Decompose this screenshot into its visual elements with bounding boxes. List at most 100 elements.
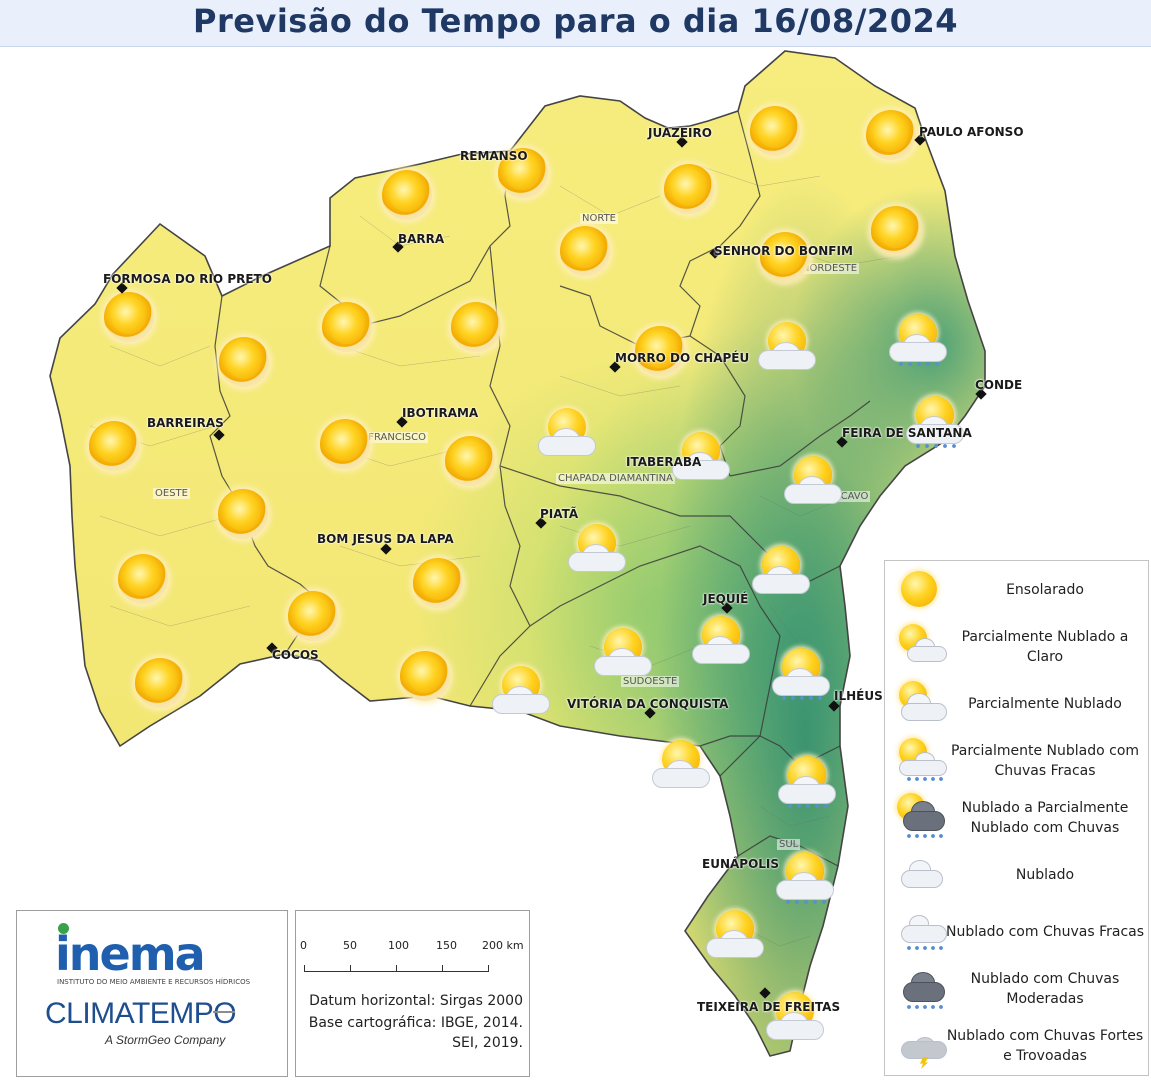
sunny-icon: [451, 302, 501, 352]
city-label-jequie: JEQUIÉ: [703, 592, 749, 606]
cloudy-icon: [891, 850, 947, 898]
scale-tick: [350, 965, 351, 972]
legend-label: Nublado com Chuvas Fortes e Trovoadas: [946, 1027, 1144, 1064]
border-sudoeste: [529, 545, 781, 777]
legend-label: Parcialmente Nublado: [968, 695, 1122, 712]
scale-tick: [396, 965, 397, 972]
city-label-barreiras: BARREIRAS: [147, 416, 224, 430]
partly-cloudy-icon: [780, 456, 844, 510]
state-outline: [49, 50, 986, 1057]
sunny-icon: [760, 232, 810, 282]
city-label-vitoria: VITÓRIA DA CONQUISTA: [567, 697, 729, 711]
legend-item: Parcialmente Nublado a Claro: [885, 618, 1148, 675]
city-label-bom-jesus: BOM JESUS DA LAPA: [317, 532, 454, 546]
legend-label: Ensolarado: [1006, 581, 1084, 598]
city-label-itaberaba: ITABERABA: [626, 455, 702, 469]
bahia-map: NORTE NORDESTE OESTE SÃO FRANCISCO CHAPA…: [0, 46, 1151, 1080]
stormgeo-tagline: A StormGeo Company: [105, 1033, 226, 1047]
city-label-morro-do-chapeu: MORRO DO CHAPÉU: [615, 351, 750, 365]
partly-cloudy-light-rain-icon: [891, 736, 947, 784]
sunny-icon: [104, 292, 154, 342]
sunny-icon: [89, 421, 139, 471]
cloudy-light-rain-icon: [891, 907, 947, 955]
scale-tick: [304, 965, 305, 972]
partly-cloudy-icon: [702, 910, 766, 964]
sunny-icon: [382, 170, 432, 220]
scale-tick-label: 50: [343, 939, 357, 952]
legend-item: Parcialmente Nublado: [885, 675, 1148, 732]
city-label-barra: BARRA: [398, 232, 445, 246]
sunny-icon: [664, 164, 714, 214]
inema-logo-dot: [58, 923, 69, 934]
partly-cloudy-light-rain-icon: [885, 314, 949, 370]
partly-cloudy-icon: [688, 616, 752, 670]
partly-cloudy-light-rain-icon: [774, 756, 838, 812]
partly-cloudy-clear-icon: [564, 524, 628, 578]
scale-tick: [488, 965, 489, 972]
region-label-sao-francisco: SÃO FRANCISCO: [342, 432, 428, 443]
sunny-icon: [322, 302, 372, 352]
legend-label: Nublado a Parcialmente Nublado com Chuva…: [961, 799, 1129, 836]
sunny-icon: [891, 565, 947, 613]
scale-tick-label: 100: [388, 939, 409, 952]
page-title: Previsão do Tempo para o dia 16/08/2024: [193, 2, 958, 40]
city-label-eunapolis: EUNÁPOLIS: [702, 857, 780, 871]
legend-item: Ensolarado: [885, 561, 1148, 618]
partly-cloudy-icon: [754, 322, 818, 376]
city-label-piata: PIATÃ: [540, 507, 579, 521]
legend-label: Nublado: [1015, 866, 1075, 883]
legend-label: Parcialmente Nublado a Claro: [961, 628, 1129, 665]
city-label-paulo-afonso: PAULO AFONSO: [919, 125, 1024, 139]
city-label-senhor-do-bonfim: SENHOR DO BONFIM: [714, 244, 853, 258]
sunny-icon: [135, 658, 185, 708]
partly-cloudy-icon: [762, 992, 826, 1046]
partly-cloudy-light-rain-icon: [772, 852, 836, 908]
sunny-icon: [413, 558, 463, 608]
partly-cloudy-clear-icon: [590, 628, 654, 682]
sunny-icon: [219, 337, 269, 387]
region-label-chapada: CHAPADA DIAMANTINA: [556, 473, 675, 484]
border-reconcavo: [729, 400, 871, 477]
datum-text: SEI, 2019.: [452, 1035, 523, 1051]
legend-item: Nublado com Chuvas Fracas: [885, 903, 1148, 960]
scale-tick-label: 200 km: [482, 939, 524, 952]
sunny-icon: [560, 226, 610, 276]
partly-cloudy-light-rain-icon: [902, 396, 966, 452]
partly-cloudy-clear-icon: [534, 408, 598, 462]
border-norte: [469, 245, 531, 707]
sunny-icon: [635, 326, 685, 376]
border-nordeste: [679, 110, 761, 477]
legend-item: Nublado com Chuvas Fortes e Trovoadas: [885, 1017, 1148, 1074]
partly-cloudy-light-rain-icon: [768, 648, 832, 704]
city-label-ilheus: ILHÉUS: [834, 689, 883, 703]
region-label-sul: SUL: [777, 839, 801, 850]
cloudy-moderate-rain-icon: [891, 964, 947, 1012]
sunny-icon: [866, 110, 916, 160]
sunny-icon: [750, 106, 800, 156]
legend: Ensolarado Parcialmente Nublado a Claro …: [884, 560, 1149, 1076]
sunny-icon: [320, 419, 370, 469]
scale-tick: [442, 965, 443, 972]
city-label-teixeira: TEIXEIRA DE FREITAS: [697, 1000, 841, 1014]
legend-item: Nublado: [885, 846, 1148, 903]
partly-cloudy-clear-icon: [891, 622, 947, 670]
climatempo-logo: CLIMATEMPO: [45, 997, 237, 1030]
climatempo-logo-mark: [213, 1011, 235, 1013]
sunny-icon: [400, 651, 450, 701]
cloudy-partly-rain-icon: [891, 793, 947, 841]
city-label-conde: CONDE: [975, 378, 1023, 392]
city-label-juazeiro: JUAZEIRO: [648, 126, 712, 140]
datum-text: Datum horizontal: Sirgas 2000: [309, 993, 523, 1009]
cloudy-storm-icon: [891, 1021, 947, 1069]
sunny-icon: [288, 591, 338, 641]
region-label-nordeste: NORDESTE: [800, 263, 860, 274]
city-label-formosa: FORMOSA DO RIO PRETO: [103, 272, 272, 286]
city-label-cocos: COCOS: [272, 648, 319, 662]
scale-tick-label: 150: [436, 939, 457, 952]
partly-cloudy-icon: [891, 679, 947, 727]
sunny-icon: [218, 489, 268, 539]
legend-label: Nublado com Chuvas Moderadas: [970, 970, 1120, 1007]
sunny-icon: [498, 148, 548, 198]
scale-box: 0 50 100 150 200 km Datum horizontal: Si…: [295, 910, 530, 1077]
scale-tick-label: 0: [300, 939, 307, 952]
